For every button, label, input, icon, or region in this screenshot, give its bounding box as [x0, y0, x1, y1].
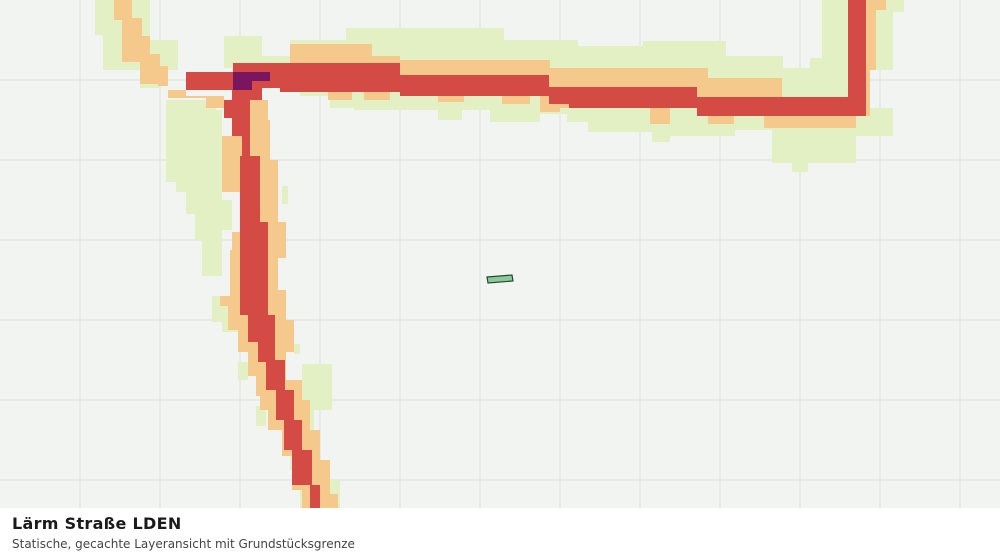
map-subtitle: Statische, gecachte Layeransicht mit Gru… [12, 537, 355, 551]
caption-box: Lärm Straße LDEN Statische, gecachte Lay… [0, 508, 1000, 560]
map-title: Lärm Straße LDEN [12, 514, 182, 533]
noise-zone-peak [233, 72, 270, 90]
parcel-boundary [486, 274, 514, 284]
